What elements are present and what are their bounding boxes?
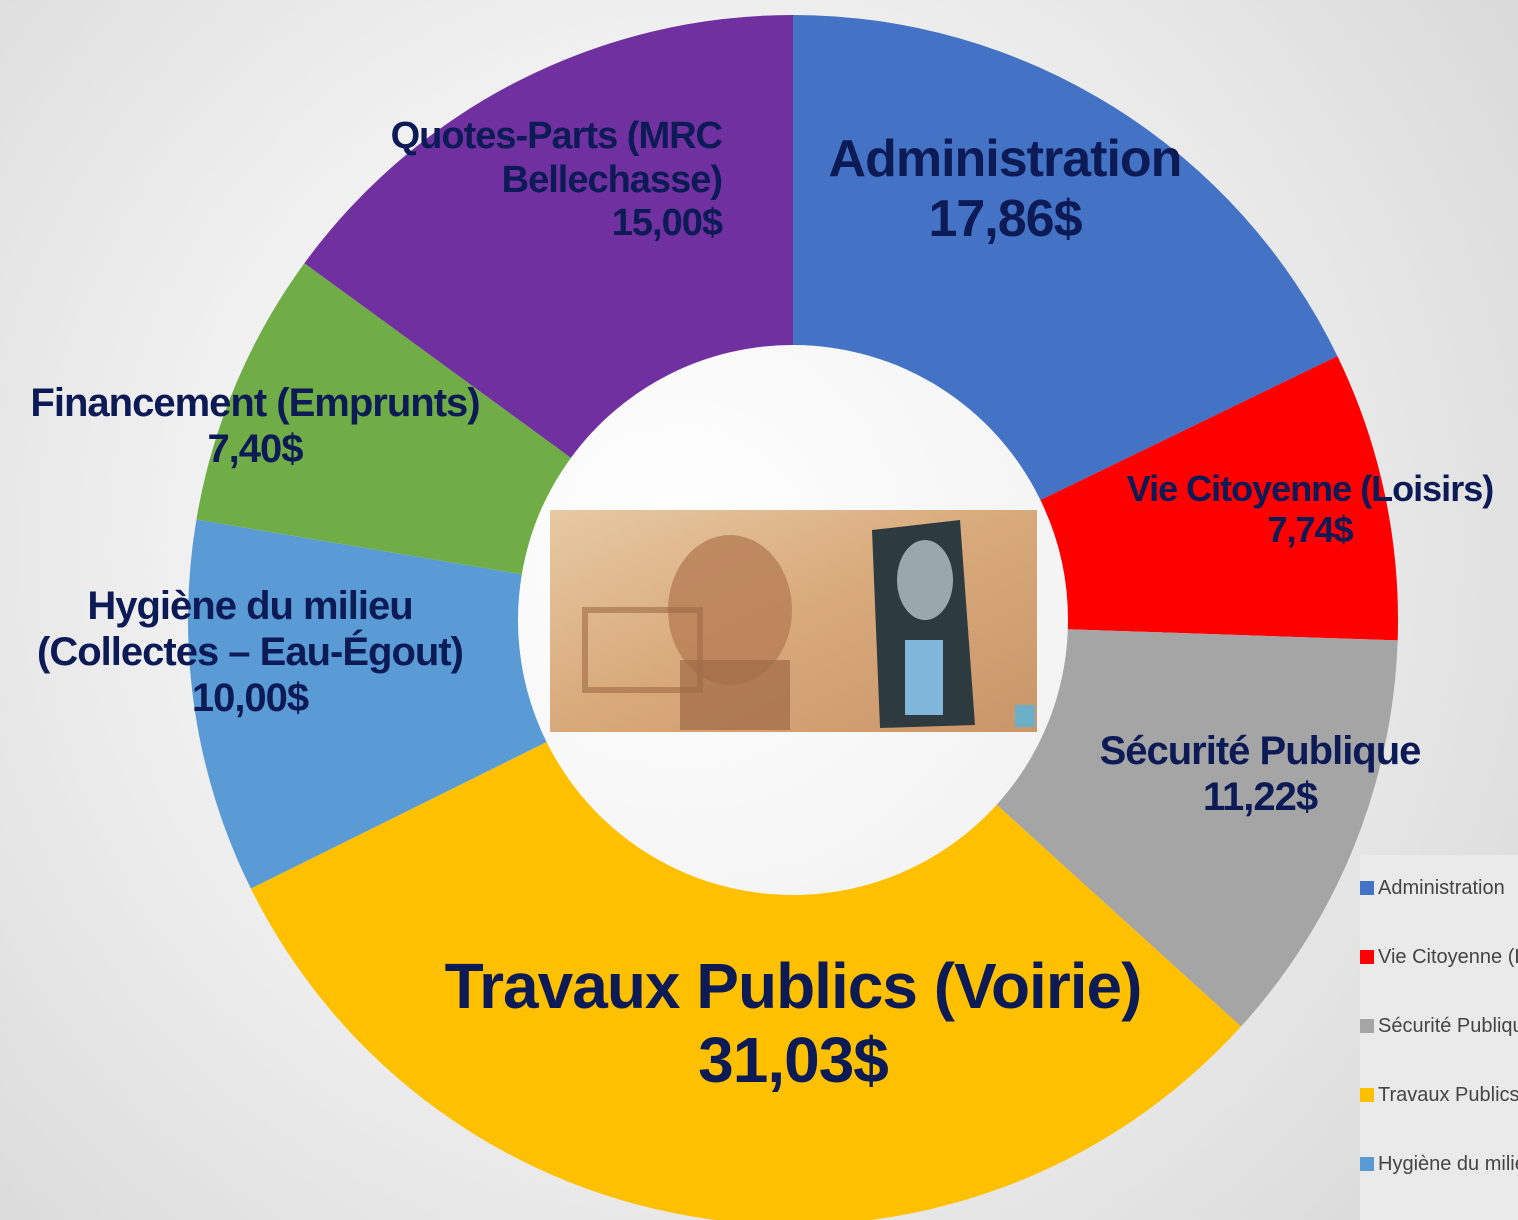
legend-swatch xyxy=(1360,1157,1374,1171)
legend-item: Hygiène du milieu (Collectes – Eau-Égout… xyxy=(1360,1153,1518,1176)
value-label: 11,22$ xyxy=(1060,774,1460,820)
category-label: Sécurité Publique xyxy=(1060,728,1460,774)
legend-item: Vie Citoyenne (Loisirs) xyxy=(1360,946,1518,969)
category-label: Vie Citoyenne (Loisirs) xyxy=(1100,468,1518,509)
slice-label: Financement (Emprunts)7,40$ xyxy=(0,380,510,472)
slice-label: Hygiène du milieu (Collectes – Eau-Égout… xyxy=(0,583,500,721)
category-label: Financement (Emprunts) xyxy=(0,380,510,426)
value-label: 31,03$ xyxy=(393,1024,1193,1098)
page: Les taxes desont répartiessecteurs énuTo… xyxy=(0,0,1518,1220)
legend-label: Administration xyxy=(1378,877,1505,899)
value-label: 17,86$ xyxy=(790,190,1220,250)
slice-label: Travaux Publics (Voirie)31,03$ xyxy=(393,950,1193,1097)
value-label: 7,74$ xyxy=(1100,509,1518,550)
value-label: 10,00$ xyxy=(0,675,500,721)
banknote-image xyxy=(550,510,1037,732)
legend-swatch xyxy=(1360,1088,1374,1102)
legend-label: Vie Citoyenne (Loisirs) xyxy=(1378,946,1518,968)
category-label: Administration xyxy=(790,130,1220,190)
legend-item: Sécurité Publique xyxy=(1360,1015,1518,1038)
slice-label: Quotes-Parts (MRC Bellechasse)15,00$ xyxy=(360,115,722,246)
slice-label: Vie Citoyenne (Loisirs)7,74$ xyxy=(1100,468,1518,551)
value-label: 7,40$ xyxy=(0,426,510,472)
category-label: Travaux Publics (Voirie) xyxy=(393,950,1193,1024)
legend-label: Travaux Publics (Voirie) xyxy=(1378,1084,1518,1106)
legend-swatch xyxy=(1360,950,1374,964)
category-label: Quotes-Parts (MRC Bellechasse) xyxy=(360,115,722,202)
legend-item: Travaux Publics (Voirie) xyxy=(1360,1084,1518,1107)
legend-item: Administration xyxy=(1360,877,1505,900)
legend: Administration Vie Citoyenne (Loisirs) Séc… xyxy=(1360,855,1518,1220)
legend-label: Sécurité Publique xyxy=(1378,1015,1518,1037)
legend-label: Hygiène du milieu (Collectes – Eau-Égout… xyxy=(1378,1153,1518,1175)
value-label: 15,00$ xyxy=(360,202,722,246)
category-label: Hygiène du milieu (Collectes – Eau-Égout… xyxy=(0,583,500,675)
legend-swatch xyxy=(1360,881,1374,895)
legend-swatch xyxy=(1360,1019,1374,1033)
